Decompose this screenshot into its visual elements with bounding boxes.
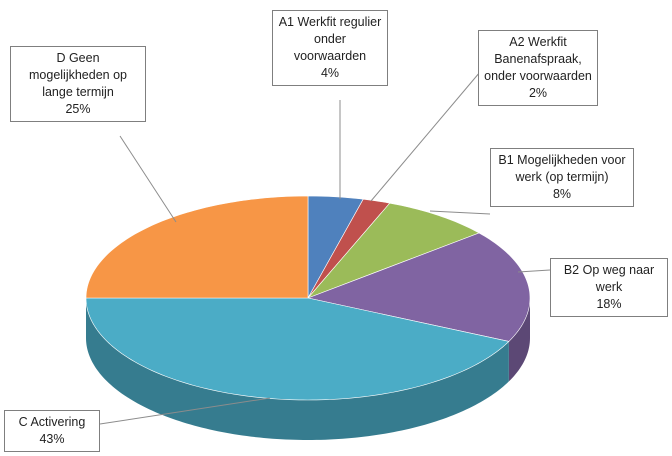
data-label: D Geen mogelijkheden op lange termijn 25%: [10, 46, 146, 122]
data-label: A2 Werkfit Banenafspraak, onder voorwaar…: [478, 30, 598, 106]
label-name: A1 Werkfit regulier onder voorwaarden: [278, 15, 382, 63]
label-name: D Geen mogelijkheden op lange termijn: [29, 51, 127, 99]
slice: [307, 202, 480, 299]
label-name: C Activering: [18, 415, 86, 429]
slice: [307, 195, 364, 300]
label-value: 8%: [552, 187, 572, 201]
slice: [85, 297, 510, 401]
slice: [85, 195, 309, 299]
label-value: 43%: [39, 432, 65, 446]
label-value: 18%: [596, 297, 622, 311]
data-label: C Activering 43%: [4, 410, 100, 452]
label-name: A2 Werkfit Banenafspraak, onder voorwaar…: [484, 35, 592, 83]
data-label: A1 Werkfit regulier onder voorwaarden 4%: [272, 10, 388, 86]
label-value: 25%: [65, 102, 91, 116]
slice: [306, 232, 531, 342]
label-value: 2%: [528, 86, 548, 100]
slice-side: [86, 298, 509, 440]
data-label: B2 Op weg naar werk 18%: [550, 258, 668, 317]
leader-line: [119, 135, 177, 223]
label-value: 4%: [320, 66, 340, 80]
label-name: B1 Mogelijkheden voor werk (op termijn): [498, 153, 626, 184]
data-label: B1 Mogelijkheden voor werk (op termijn) 8…: [490, 148, 634, 207]
leader-line: [429, 210, 491, 215]
leader-line: [370, 71, 481, 202]
leader-line: [517, 269, 551, 273]
slice: [307, 198, 391, 299]
label-name: B2 Op weg naar werk: [563, 263, 655, 294]
leader-line: [99, 397, 271, 425]
slice-side: [508, 298, 530, 382]
